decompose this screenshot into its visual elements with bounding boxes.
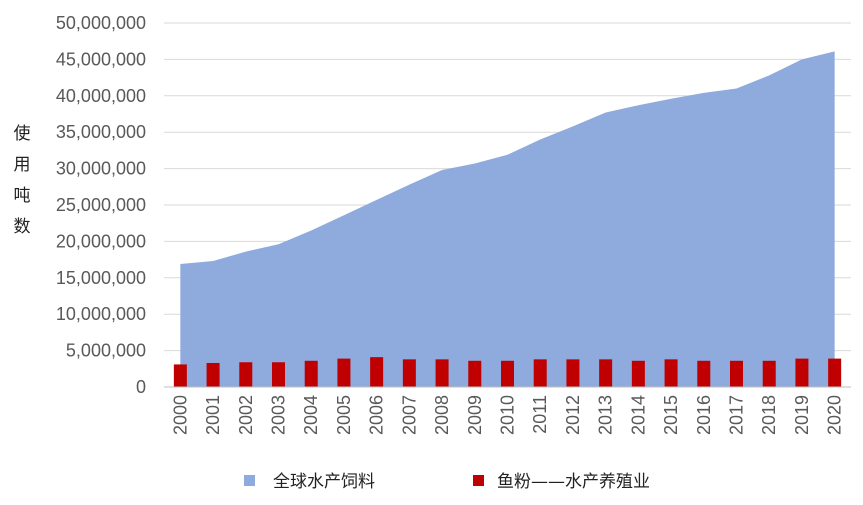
legend-swatch-bar (473, 475, 484, 486)
y-tick-label: 30,000,000 (56, 159, 146, 179)
y-tick-label: 0 (136, 377, 146, 397)
bar-fishmeal-2002 (239, 362, 253, 387)
bar-fishmeal-2010 (501, 360, 514, 387)
area-series-layer (180, 51, 835, 387)
legend: 全球水产饲料 鱼粉——水产养殖业 (244, 472, 650, 492)
bar-fishmeal-2019 (795, 358, 809, 387)
x-tick-label: 2016 (694, 395, 714, 435)
x-tick-label: 2011 (530, 395, 550, 434)
x-tick-label: 2010 (498, 395, 518, 435)
x-tick-label: 2005 (334, 395, 354, 435)
bar-fishmeal-2020 (828, 358, 842, 387)
x-tick-label: 2006 (367, 395, 387, 435)
y-axis-label-char: 数 (14, 217, 31, 237)
x-tick-label: 2019 (792, 395, 812, 435)
bar-fishmeal-2016 (697, 360, 711, 387)
bar-fishmeal-2005 (337, 358, 351, 387)
bar-fishmeal-2017 (730, 360, 743, 387)
bar-fishmeal-2009 (468, 360, 482, 387)
y-tick-label: 25,000,000 (56, 195, 146, 215)
y-tick-label: 50,000,000 (56, 13, 146, 33)
x-tick-label: 2012 (563, 395, 583, 435)
y-tick-label: 20,000,000 (56, 231, 146, 251)
bar-fishmeal-2000 (173, 364, 187, 387)
bar-series-layer (173, 357, 842, 387)
y-tick-label: 15,000,000 (56, 268, 146, 288)
bar-fishmeal-2014 (631, 360, 645, 387)
x-tick-label: 2002 (236, 395, 256, 435)
y-tick-label: 10,000,000 (56, 304, 146, 324)
y-axis-label-char: 吨 (14, 186, 31, 206)
bar-fishmeal-2015 (664, 359, 678, 387)
bar-fishmeal-2001 (206, 362, 220, 387)
x-tick-label: 2004 (301, 395, 321, 435)
legend-label-bar: 鱼粉——水产养殖业 (497, 472, 650, 492)
x-tick-label: 2009 (465, 395, 485, 435)
x-tick-label: 2020 (825, 395, 845, 435)
x-tick-label: 2013 (596, 395, 616, 435)
x-tick-label: 2001 (203, 395, 223, 435)
y-tick-label: 40,000,000 (56, 86, 146, 106)
x-tick-label: 2015 (661, 395, 681, 435)
bar-fishmeal-2018 (762, 360, 776, 387)
x-tick-label: 2003 (269, 395, 289, 435)
x-tick-label: 2007 (399, 395, 419, 435)
bar-fishmeal-2012 (566, 359, 580, 387)
area-series-global-aquafeed (180, 51, 835, 387)
bar-fishmeal-2008 (435, 359, 449, 387)
y-tick-label: 45,000,000 (56, 49, 146, 69)
x-tick-label: 2014 (628, 395, 648, 435)
y-tick-label: 5,000,000 (66, 341, 146, 361)
legend-swatch-area (244, 475, 255, 486)
bar-fishmeal-2007 (402, 359, 416, 387)
x-tick-labels: 2000 2001 2002 2003 2004 2005 2006 2007 2008 2009… (170, 395, 844, 435)
x-tick-label: 2000 (170, 395, 190, 435)
bar-fishmeal-2003 (272, 362, 285, 387)
bar-fishmeal-2011 (533, 359, 547, 387)
x-tick-label: 2018 (759, 395, 779, 435)
y-axis-label-char: 用 (14, 155, 31, 175)
x-tick-label: 2017 (727, 395, 747, 435)
x-tick-label: 2008 (432, 395, 452, 435)
legend-label-area: 全球水产饲料 (273, 472, 375, 492)
bar-fishmeal-2004 (304, 360, 318, 387)
bar-fishmeal-2013 (599, 359, 613, 387)
bar-fishmeal-2006 (370, 357, 384, 387)
y-tick-label: 35,000,000 (56, 122, 146, 142)
y-axis-label-char: 使 (14, 123, 31, 144)
y-tick-labels: 0 5,000,000 10,000,000 15,000,000 20,000,000… (56, 13, 146, 397)
